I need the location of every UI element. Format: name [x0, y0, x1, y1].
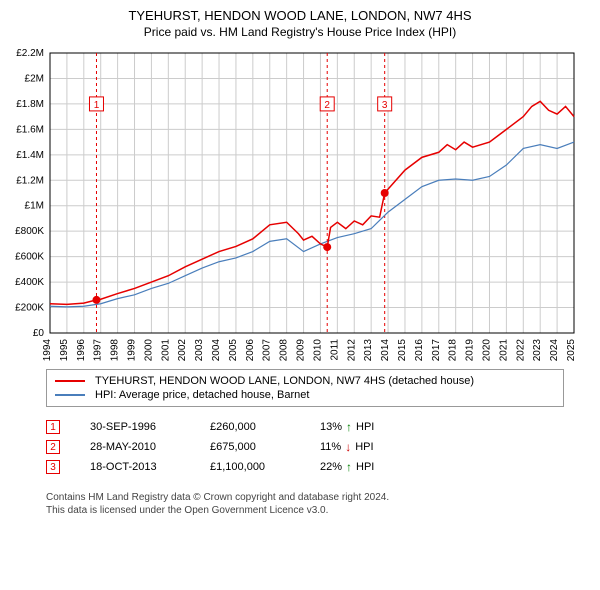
svg-text:2006: 2006: [245, 339, 256, 362]
svg-text:£600K: £600K: [15, 252, 44, 263]
svg-text:2017: 2017: [431, 339, 442, 362]
svg-text:2022: 2022: [515, 339, 526, 362]
svg-text:1997: 1997: [93, 339, 104, 362]
svg-text:2008: 2008: [279, 339, 290, 362]
svg-text:2025: 2025: [566, 339, 577, 362]
attribution-line-2: This data is licensed under the Open Gov…: [46, 504, 564, 517]
chart-container: £0 £200K £400K £600K £800K £1M £1.2M £1.4M £1.6M…: [0, 43, 600, 363]
svg-text:1996: 1996: [76, 339, 87, 362]
svg-text:1994: 1994: [42, 339, 53, 362]
svg-text:1998: 1998: [110, 339, 121, 362]
svg-text:2003: 2003: [194, 339, 205, 362]
transaction-delta: 22% ↑ HPI: [320, 460, 374, 474]
chart-subtitle: Price paid vs. HM Land Registry's House …: [10, 25, 590, 39]
transaction-row: 2 28-MAY-2010 £675,000 11% ↓ HPI: [46, 437, 564, 457]
svg-text:2: 2: [324, 100, 330, 111]
svg-text:1: 1: [94, 100, 100, 111]
svg-text:£1.6M: £1.6M: [16, 124, 44, 135]
svg-text:£1.2M: £1.2M: [16, 175, 44, 186]
svg-text:2001: 2001: [160, 339, 171, 362]
svg-text:1995: 1995: [59, 339, 70, 362]
svg-text:2010: 2010: [312, 339, 323, 362]
delta-percent: 11%: [320, 441, 341, 453]
price-chart: £0 £200K £400K £600K £800K £1M £1.2M £1.4M £1.6M…: [4, 43, 584, 363]
transaction-date: 28-MAY-2010: [90, 441, 180, 453]
svg-text:1999: 1999: [127, 339, 138, 362]
svg-text:2009: 2009: [296, 339, 307, 362]
transaction-delta: 11% ↓ HPI: [320, 440, 374, 454]
svg-text:2005: 2005: [228, 339, 239, 362]
legend-swatch: [55, 380, 85, 382]
svg-text:£0: £0: [33, 328, 45, 339]
svg-text:2004: 2004: [211, 339, 222, 362]
legend-item: HPI: Average price, detached house, Barn…: [55, 388, 555, 402]
transaction-row: 3 18-OCT-2013 £1,100,000 22% ↑ HPI: [46, 457, 564, 477]
legend-label: TYEHURST, HENDON WOOD LANE, LONDON, NW7 …: [95, 375, 474, 387]
svg-text:£1M: £1M: [25, 201, 44, 212]
attribution: Contains HM Land Registry data © Crown c…: [46, 487, 564, 521]
svg-text:£1.4M: £1.4M: [16, 150, 44, 161]
delta-suffix: HPI: [356, 421, 374, 433]
transactions-table: 130-SEP-1996£260,00013%↑HPI228-MAY-2010£…: [46, 417, 564, 477]
svg-text:2019: 2019: [465, 339, 476, 362]
transaction-price: £260,000: [210, 421, 290, 433]
legend-item: TYEHURST, HENDON WOOD LANE, LONDON, NW7 …: [55, 374, 555, 388]
legend-box: TYEHURST, HENDON WOOD LANE, LONDON, NW7 …: [46, 369, 564, 407]
svg-text:£2M: £2M: [25, 73, 44, 84]
arrow-down-icon: ↓: [345, 440, 351, 454]
svg-text:2012: 2012: [346, 339, 357, 362]
chart-header: TYEHURST, HENDON WOOD LANE, LONDON, NW7 …: [0, 0, 600, 43]
svg-text:2007: 2007: [262, 339, 273, 362]
svg-text:2002: 2002: [177, 339, 188, 362]
svg-text:2014: 2014: [380, 339, 391, 362]
svg-text:2018: 2018: [448, 339, 459, 362]
chart-title: TYEHURST, HENDON WOOD LANE, LONDON, NW7 …: [10, 8, 590, 23]
attribution-line-1: Contains HM Land Registry data © Crown c…: [46, 491, 564, 504]
transaction-marker: 3: [46, 460, 60, 474]
svg-text:£400K: £400K: [15, 277, 44, 288]
transaction-marker: 1: [46, 420, 60, 434]
legend-label: HPI: Average price, detached house, Barn…: [95, 389, 309, 401]
svg-text:2000: 2000: [143, 339, 154, 362]
svg-text:2011: 2011: [329, 339, 340, 361]
svg-text:£200K: £200K: [15, 303, 44, 314]
svg-text:2013: 2013: [363, 339, 374, 362]
transaction-price: £1,100,000: [210, 461, 290, 473]
svg-text:£800K: £800K: [15, 226, 44, 237]
arrow-up-icon: ↑: [346, 420, 352, 434]
svg-text:£2.2M: £2.2M: [16, 48, 44, 59]
svg-text:2020: 2020: [481, 339, 492, 362]
svg-text:2015: 2015: [397, 339, 408, 362]
transaction-date: 18-OCT-2013: [90, 461, 180, 473]
svg-text:2016: 2016: [414, 339, 425, 362]
transaction-price: £675,000: [210, 441, 290, 453]
transaction-delta: 13% ↑ HPI: [320, 420, 374, 434]
delta-suffix: HPI: [355, 441, 373, 453]
arrow-up-icon: ↑: [346, 460, 352, 474]
delta-percent: 22%: [320, 461, 342, 473]
svg-text:2021: 2021: [498, 339, 509, 362]
legend-swatch: [55, 394, 85, 396]
delta-suffix: HPI: [356, 461, 374, 473]
svg-text:3: 3: [382, 100, 388, 111]
transaction-marker: 2: [46, 440, 60, 454]
delta-percent: 13%: [320, 421, 342, 433]
transaction-row: 1 30-SEP-1996 £260,000 13% ↑ HPI: [46, 417, 564, 437]
transaction-date: 30-SEP-1996: [90, 421, 180, 433]
svg-text:2024: 2024: [549, 339, 560, 362]
svg-text:£1.8M: £1.8M: [16, 99, 44, 110]
svg-text:2023: 2023: [532, 339, 543, 362]
